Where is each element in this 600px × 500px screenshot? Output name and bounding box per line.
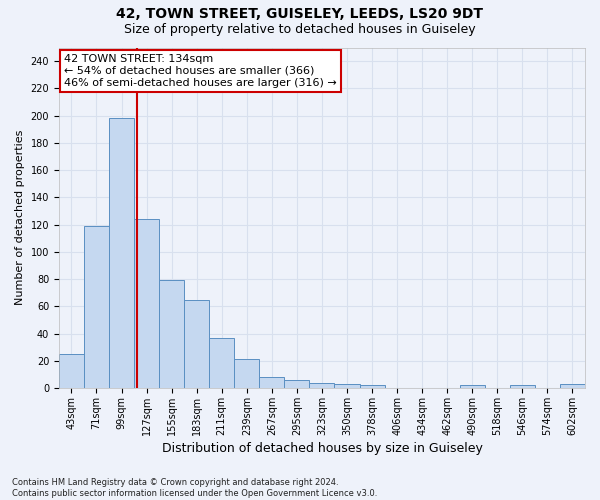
Bar	[184, 300, 209, 388]
Bar	[159, 280, 184, 388]
Bar	[209, 338, 234, 388]
Bar	[510, 386, 535, 388]
Bar	[109, 118, 134, 388]
Bar	[310, 382, 334, 388]
X-axis label: Distribution of detached houses by size in Guiseley: Distribution of detached houses by size …	[161, 442, 482, 455]
Bar	[84, 226, 109, 388]
Y-axis label: Number of detached properties: Number of detached properties	[15, 130, 25, 306]
Bar	[460, 386, 485, 388]
Text: 42 TOWN STREET: 134sqm
← 54% of detached houses are smaller (366)
46% of semi-de: 42 TOWN STREET: 134sqm ← 54% of detached…	[64, 54, 337, 88]
Bar	[359, 386, 385, 388]
Bar	[259, 377, 284, 388]
Text: Contains HM Land Registry data © Crown copyright and database right 2024.
Contai: Contains HM Land Registry data © Crown c…	[12, 478, 377, 498]
Text: 42, TOWN STREET, GUISELEY, LEEDS, LS20 9DT: 42, TOWN STREET, GUISELEY, LEEDS, LS20 9…	[116, 8, 484, 22]
Bar	[284, 380, 310, 388]
Bar	[334, 384, 359, 388]
Text: Size of property relative to detached houses in Guiseley: Size of property relative to detached ho…	[124, 22, 476, 36]
Bar	[134, 219, 159, 388]
Bar	[59, 354, 84, 388]
Bar	[234, 360, 259, 388]
Bar	[560, 384, 585, 388]
